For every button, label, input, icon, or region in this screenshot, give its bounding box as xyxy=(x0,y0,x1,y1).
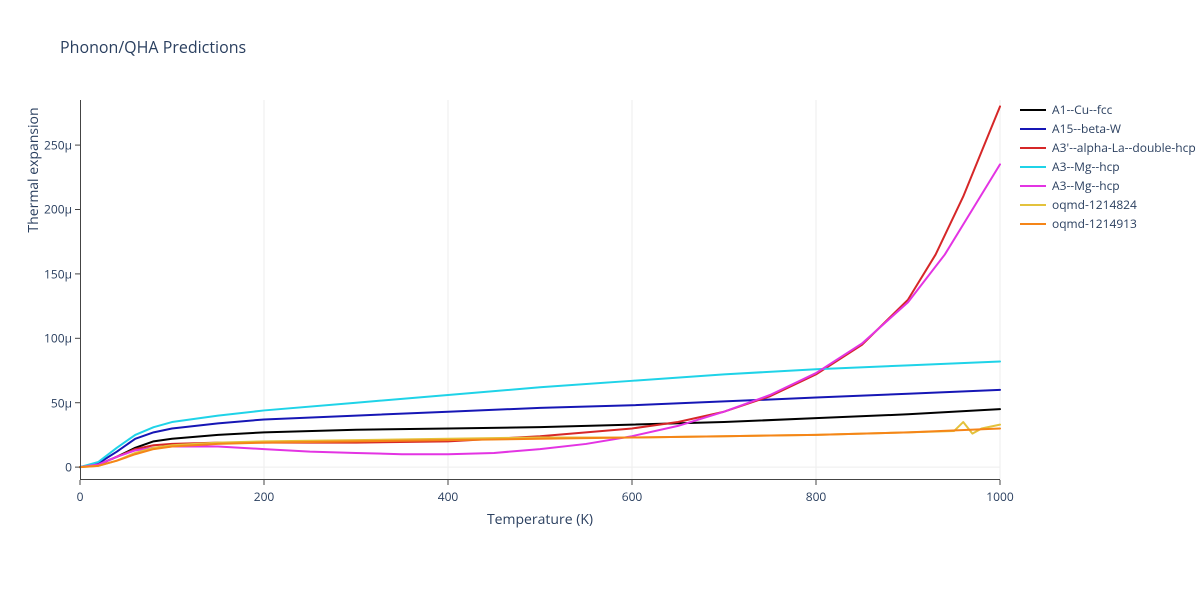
x-tick-label: 400 xyxy=(438,488,459,505)
y-axis-label: Thermal expansion xyxy=(24,0,43,360)
x-tick-label: 0 xyxy=(77,488,84,505)
legend-label: oqmd-1214913 xyxy=(1052,215,1137,232)
y-tick-label: 50μ xyxy=(36,394,72,411)
legend-label: A15--beta-W xyxy=(1052,120,1121,137)
legend-item[interactable]: A1--Cu--fcc xyxy=(1020,100,1196,119)
legend-swatch xyxy=(1020,128,1046,130)
legend-swatch xyxy=(1020,223,1046,225)
legend-item[interactable]: A15--beta-W xyxy=(1020,119,1196,138)
series-line[interactable] xyxy=(80,164,1000,467)
series-line[interactable] xyxy=(80,361,1000,467)
x-axis-label: Temperature (K) xyxy=(80,510,1000,529)
chart-container: Phonon/QHA Predictions 0 200 400 600 800 1000… xyxy=(0,0,1200,600)
x-tick-label: 600 xyxy=(622,488,643,505)
plot-area[interactable] xyxy=(80,100,1000,480)
series-line[interactable] xyxy=(80,106,1000,467)
x-tick-label: 800 xyxy=(806,488,827,505)
legend-item[interactable]: A3'--alpha-La--double-hcp xyxy=(1020,138,1196,157)
legend-label: A3--Mg--hcp xyxy=(1052,158,1120,175)
legend-swatch xyxy=(1020,185,1046,187)
legend-label: oqmd-1214824 xyxy=(1052,196,1137,213)
legend-swatch xyxy=(1020,204,1046,206)
legend-item[interactable]: A3--Mg--hcp xyxy=(1020,157,1196,176)
chart-title: Phonon/QHA Predictions xyxy=(60,36,246,58)
plot-svg xyxy=(80,100,1000,480)
legend-label: A3--Mg--hcp xyxy=(1052,177,1120,194)
legend-swatch xyxy=(1020,147,1046,149)
legend-item[interactable]: oqmd-1214913 xyxy=(1020,214,1196,233)
legend[interactable]: A1--Cu--fcc A15--beta-W A3'--alpha-La--dou… xyxy=(1020,100,1196,233)
legend-swatch xyxy=(1020,109,1046,111)
legend-label: A3'--alpha-La--double-hcp xyxy=(1052,139,1196,156)
x-tick-label: 200 xyxy=(254,488,275,505)
legend-label: A1--Cu--fcc xyxy=(1052,101,1112,118)
legend-swatch xyxy=(1020,166,1046,168)
series-line[interactable] xyxy=(80,390,1000,467)
y-tick-label: 0 xyxy=(36,459,72,476)
x-tick-label: 1000 xyxy=(986,488,1013,505)
legend-item[interactable]: oqmd-1214824 xyxy=(1020,195,1196,214)
legend-item[interactable]: A3--Mg--hcp xyxy=(1020,176,1196,195)
